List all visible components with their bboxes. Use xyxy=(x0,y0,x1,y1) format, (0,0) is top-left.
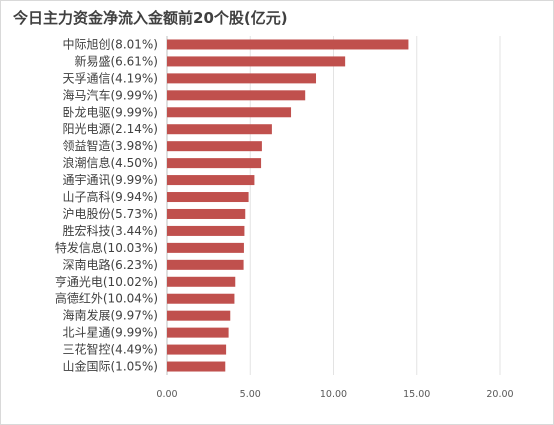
bar xyxy=(167,107,292,118)
x-tick-label: 10.00 xyxy=(320,389,347,400)
x-tick-label: 15.00 xyxy=(403,389,430,400)
category-label: 山金国际(1.05%) xyxy=(63,359,159,374)
bar xyxy=(167,259,244,270)
category-label: 特发信息(10.03%) xyxy=(55,240,158,255)
x-tick-label: 20.00 xyxy=(486,389,513,400)
bar xyxy=(167,39,409,50)
category-label: 阳光电源(2.14%) xyxy=(63,122,159,136)
category-label: 新易盛(6.61%) xyxy=(75,53,159,68)
category-label: 海南发展(9.97%) xyxy=(63,308,159,323)
gridlines xyxy=(166,36,501,375)
category-label: 深南电路(6.23%) xyxy=(63,257,159,272)
category-label: 浪潮信息(4.50%) xyxy=(63,155,159,170)
bar xyxy=(167,175,255,186)
category-label: 中际旭创(8.01%) xyxy=(63,36,159,51)
bar xyxy=(167,141,262,152)
x-tick-label: 5.00 xyxy=(240,389,261,400)
bar xyxy=(167,158,262,169)
bar xyxy=(167,293,235,304)
bar xyxy=(167,361,226,372)
bar xyxy=(167,56,346,67)
category-label: 领益智造(3.98%) xyxy=(63,138,159,153)
bar xyxy=(167,90,306,101)
bar xyxy=(167,208,246,219)
category-labels: 中际旭创(8.01%) 新易盛(6.61%) 天孚通信(4.19%) 海马汽车(9.9… xyxy=(55,36,158,373)
category-label: 天孚通信(4.19%) xyxy=(63,71,159,85)
bar xyxy=(167,344,227,355)
bar xyxy=(167,192,249,203)
category-label: 通宇通讯(9.99%) xyxy=(63,173,159,187)
bar xyxy=(167,327,229,338)
bar xyxy=(167,310,231,321)
category-label: 海马汽车(9.99%) xyxy=(63,87,159,102)
bar xyxy=(167,242,244,253)
category-label: 卧龙电驱(9.99%) xyxy=(63,105,159,119)
category-label: 高德红外(10.04%) xyxy=(55,291,158,306)
chart-title: 今日主力资金净流入金额前20个股(亿元) xyxy=(13,9,288,27)
x-axis-tick-labels: 0.00 5.00 10.00 15.00 20.00 xyxy=(156,389,513,400)
bar xyxy=(167,225,245,236)
x-tick-label: 0.00 xyxy=(156,389,177,400)
category-label: 北斗星通(9.99%) xyxy=(63,326,159,340)
bar xyxy=(167,124,272,135)
category-label: 三花智控(4.49%) xyxy=(63,342,159,357)
category-label: 亨通光电(10.02%) xyxy=(55,274,158,289)
bar xyxy=(167,73,317,84)
category-label: 胜宏科技(3.44%) xyxy=(63,223,159,238)
bar xyxy=(167,276,236,287)
category-label: 山子高科(9.94%) xyxy=(63,189,159,204)
category-label: 沪电股份(5.73%) xyxy=(63,207,159,221)
bars xyxy=(167,39,409,372)
